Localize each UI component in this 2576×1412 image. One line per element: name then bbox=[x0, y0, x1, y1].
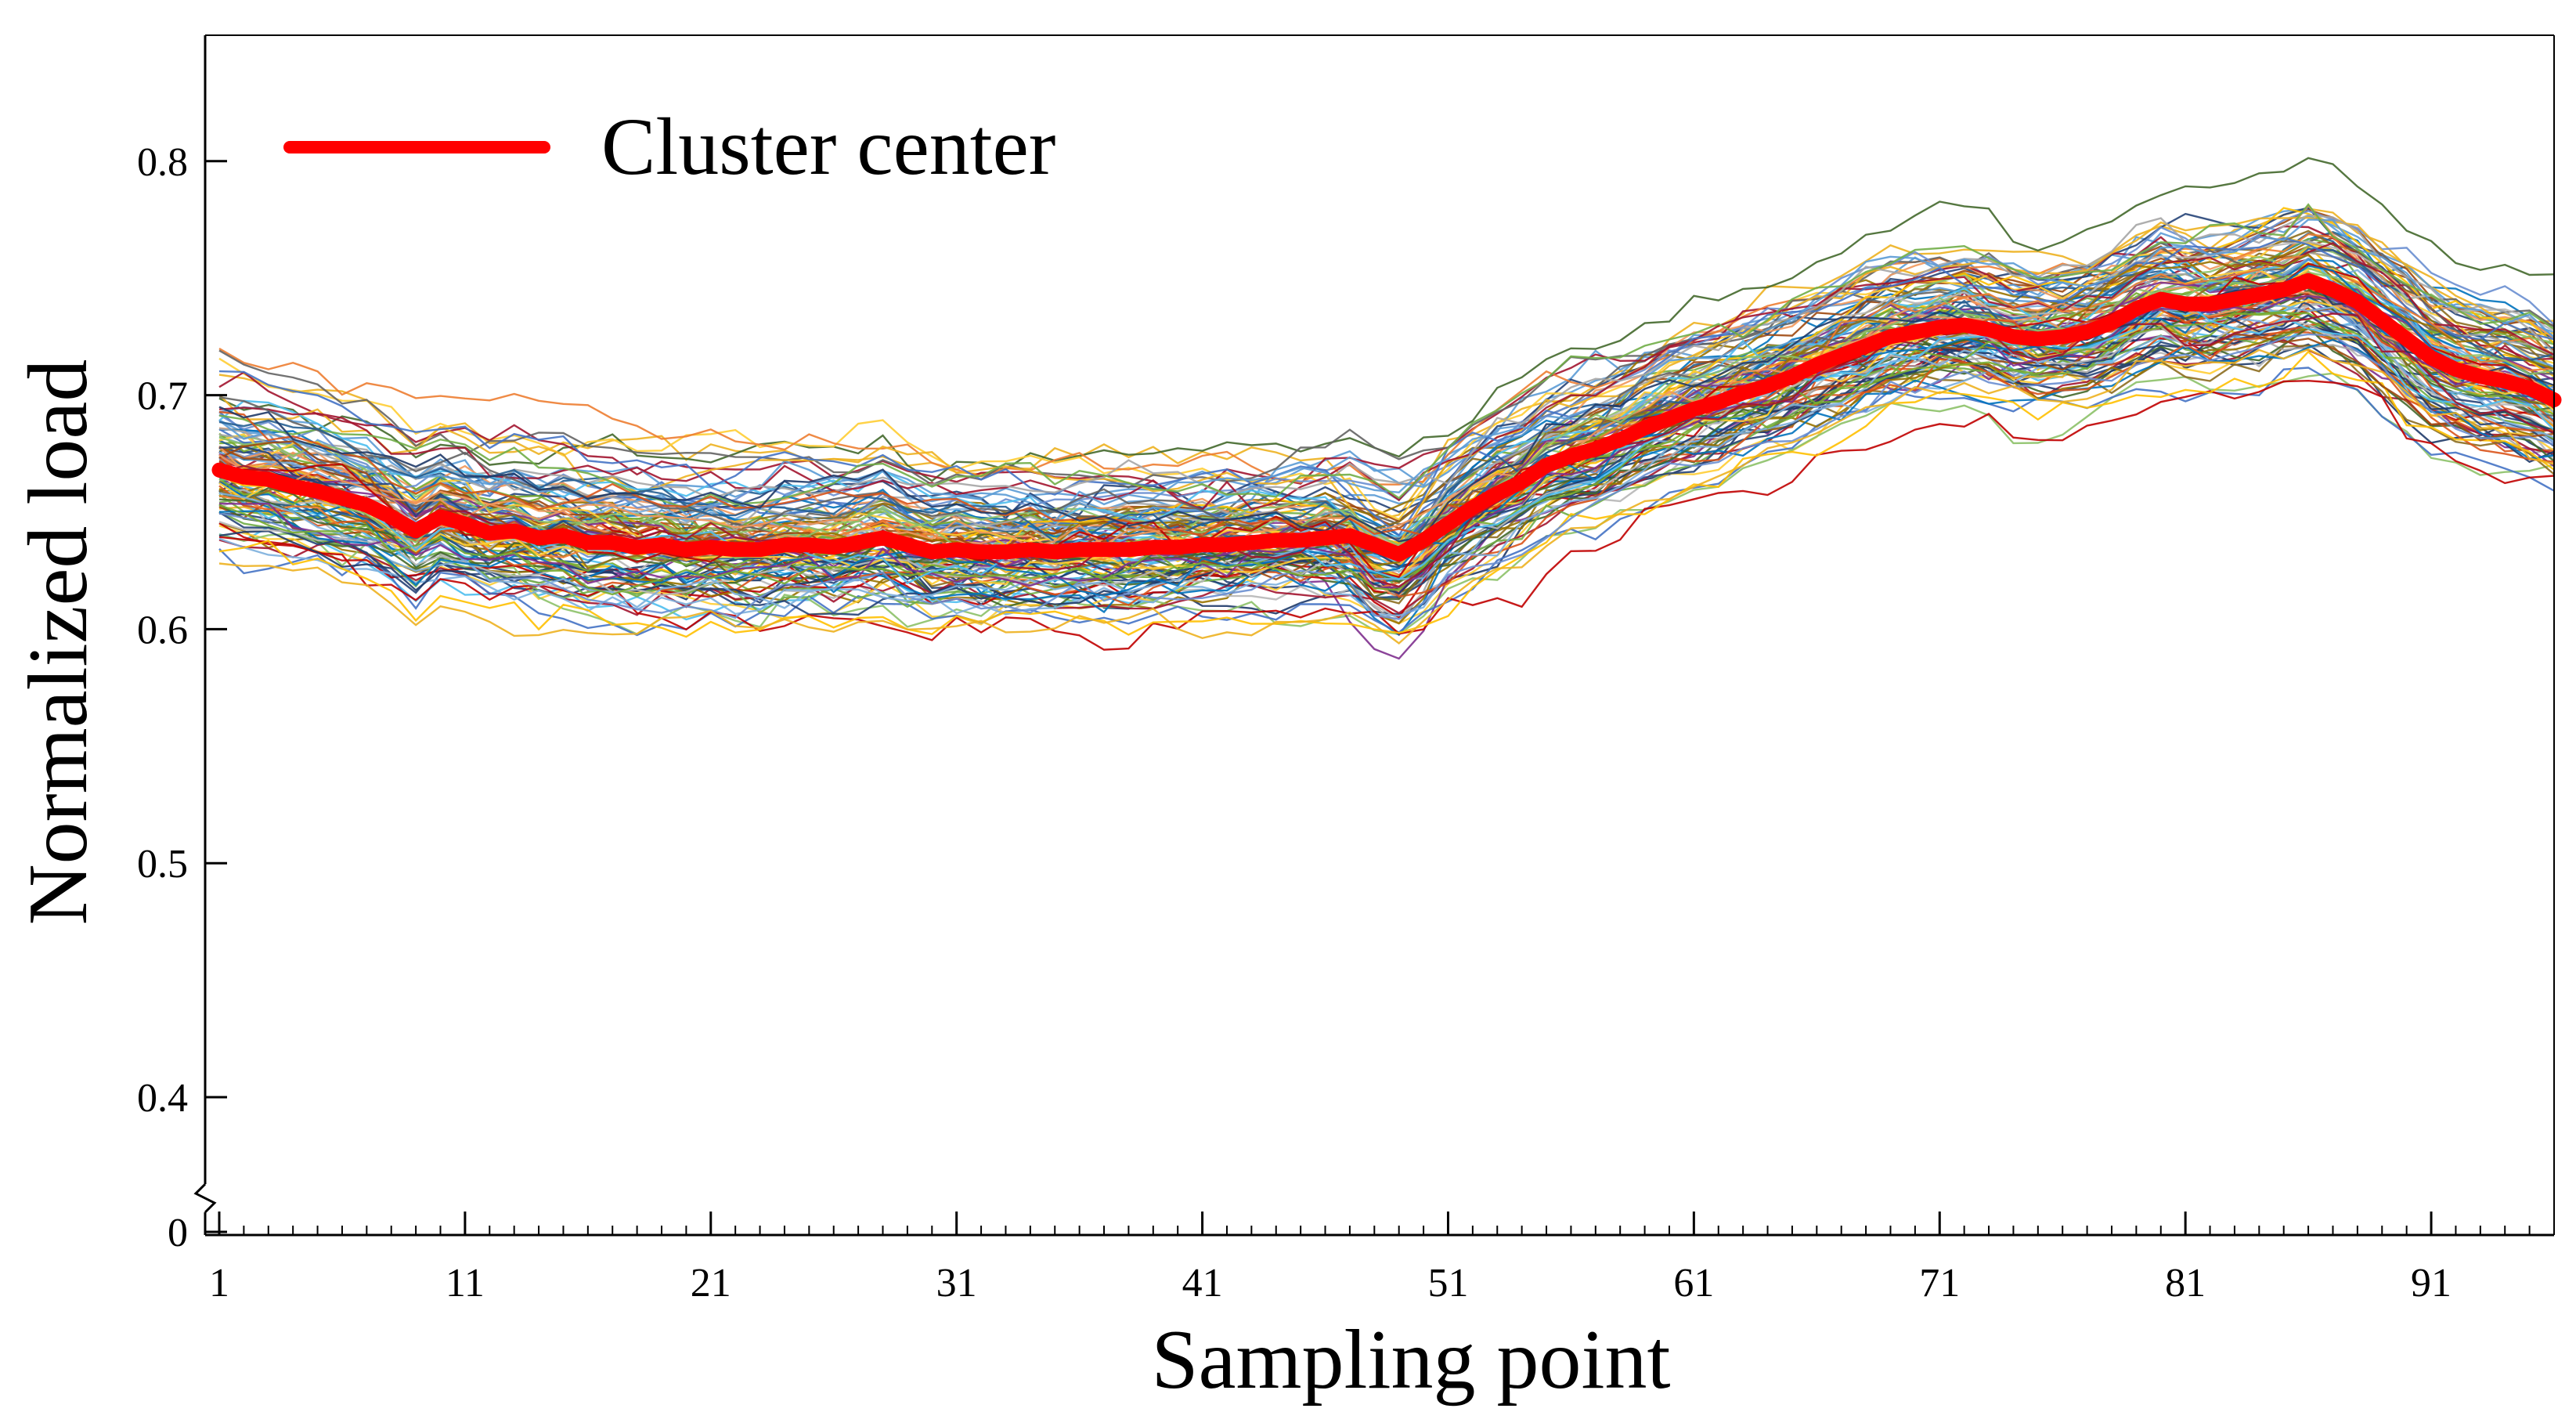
x-tick-label: 51 bbox=[1427, 1261, 1468, 1305]
sample-curve bbox=[218, 333, 2555, 620]
sample-curve bbox=[218, 315, 2555, 617]
cluster-center-layer bbox=[211, 273, 2562, 562]
x-tick-label: 61 bbox=[1673, 1261, 1714, 1305]
x-tick-label: 71 bbox=[1919, 1261, 1960, 1305]
y-tick-label: 0 bbox=[168, 1211, 188, 1255]
y-tick-label: 0.8 bbox=[137, 140, 188, 185]
legend-label-cluster-center: Cluster center bbox=[601, 102, 1055, 192]
x-axis-title: Sampling point bbox=[1151, 1313, 1670, 1407]
sample-curve bbox=[218, 157, 2555, 482]
sample-curve bbox=[218, 271, 2555, 548]
sample-curve bbox=[218, 291, 2555, 549]
sample-curve bbox=[218, 251, 2555, 538]
x-tick-label: 81 bbox=[2165, 1261, 2206, 1305]
sample-curve bbox=[218, 280, 2554, 536]
y-tick-label: 0.6 bbox=[137, 608, 188, 652]
sample-curve bbox=[218, 367, 2555, 637]
axes bbox=[193, 34, 2555, 1237]
sample-curve bbox=[218, 247, 2555, 489]
sample-curve bbox=[218, 236, 2555, 521]
x-tick-label: 21 bbox=[691, 1261, 731, 1305]
y-tick-label: 0.4 bbox=[137, 1076, 188, 1121]
legend: Cluster center bbox=[283, 102, 1055, 192]
sample-curve bbox=[218, 338, 2555, 614]
y-tick-label: 0.7 bbox=[137, 374, 188, 419]
sample-curve bbox=[218, 294, 2555, 589]
y-tick-label: 0.5 bbox=[137, 842, 188, 887]
sample-curve bbox=[218, 208, 2555, 522]
x-tick-label: 31 bbox=[936, 1261, 977, 1305]
sample-curves bbox=[218, 157, 2555, 660]
sample-curve bbox=[218, 293, 2555, 609]
x-tick-label: 11 bbox=[446, 1261, 485, 1305]
sample-curve bbox=[218, 203, 2555, 510]
y-axis-title: Normalized load bbox=[12, 359, 105, 926]
x-tick-label: 1 bbox=[209, 1261, 229, 1305]
sample-curve bbox=[218, 214, 2555, 500]
cluster-center-line bbox=[211, 273, 2562, 562]
sample-curve bbox=[218, 258, 2555, 520]
sample-curve bbox=[218, 237, 2555, 537]
sample-curve bbox=[218, 324, 2555, 587]
x-tick-label: 91 bbox=[2411, 1261, 2452, 1305]
sample-curve bbox=[218, 295, 2555, 616]
sample-curve bbox=[218, 348, 2555, 645]
sample-curve bbox=[218, 209, 2555, 514]
axis-break-marker bbox=[193, 1183, 217, 1214]
x-tick-label: 41 bbox=[1182, 1261, 1223, 1305]
sample-curve bbox=[218, 350, 2555, 638]
sample-curve bbox=[218, 225, 2555, 497]
